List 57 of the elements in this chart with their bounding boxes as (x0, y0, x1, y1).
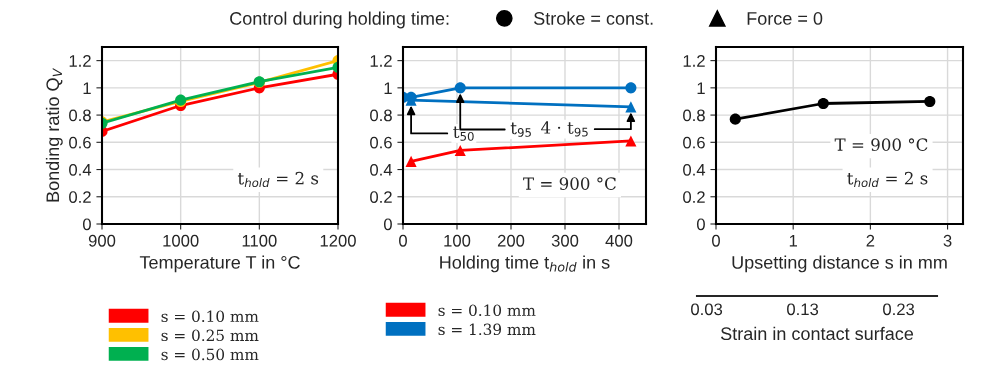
x-tick-label: 100 (444, 234, 471, 247)
legend-label: s = 0.10 mm (161, 310, 259, 323)
legend-label: s = 1.39 mm (438, 323, 536, 336)
y-tick-label: 0.6 (683, 136, 705, 149)
x-tick-label: 900 (88, 234, 116, 247)
y-tick-label: 0 (696, 218, 705, 231)
x-tick-label: 400 (605, 234, 633, 247)
x-axis-title: Holding time t$_{hold}$ in s (440, 255, 610, 273)
annotation: T = 900 °C (834, 138, 928, 151)
y-tick-label: 1.2 (683, 55, 705, 67)
text: Control during holding time: (230, 11, 449, 29)
x-tick-label: 200 (497, 234, 525, 247)
annotation: t$_{hold}$ = 2 s (847, 171, 928, 188)
x-tick-label: 1200 (320, 234, 356, 247)
y-tick-label: 1 (384, 82, 392, 94)
y-axis-title: Bonding ratio Q$_{V}$ (45, 67, 63, 202)
y-tick-label: 1 (697, 82, 705, 94)
legend-label: s = 0.10 mm (438, 304, 536, 317)
legend-label: s = 0.50 mm (161, 348, 259, 361)
annotation: t$_{95}$ (510, 122, 531, 137)
x-tick-label: 300 (551, 234, 579, 247)
y-tick-label: 0.6 (370, 136, 392, 149)
x2-tick-label: 0.23 (883, 303, 915, 316)
y-tick-label: 1 (83, 82, 91, 94)
x2-axis-title: Strain in contact surface (720, 326, 914, 341)
y-tick-label: 0.8 (69, 109, 91, 122)
y-tick-label: 0.4 (370, 163, 393, 176)
x-tick-label: 1100 (242, 234, 277, 247)
annotation: t$_{hold}$ = 2 s (237, 171, 319, 188)
x-tick-label: 1000 (163, 234, 199, 247)
y-tick-label: 0.2 (370, 191, 392, 203)
x-tick-label: 0 (712, 234, 720, 247)
annotation: T = 900 °C (523, 177, 616, 190)
y-tick-label: 0 (383, 218, 392, 231)
legend-label: s = 0.25 mm (161, 329, 259, 342)
annotation: t$_{50}$ (453, 126, 474, 141)
y-tick-label: 0.8 (370, 109, 392, 122)
y-tick-label: 0.4 (69, 163, 92, 176)
legend-label: Force = 0 (747, 12, 823, 25)
x-tick-label: 2 (866, 234, 875, 247)
y-tick-label: 1.2 (69, 55, 91, 67)
x2-tick-label: 0.03 (691, 303, 723, 316)
x2-tick-label: 0.13 (787, 303, 819, 316)
x-axis-title: Temperature T in °C (139, 255, 300, 273)
x-tick-label: 3 (943, 234, 952, 247)
legend-label: Stroke = const. (534, 11, 653, 25)
y-tick-label: 0 (82, 218, 91, 231)
y-tick-label: 0.2 (69, 191, 91, 203)
y-tick-label: 0.2 (683, 191, 705, 203)
y-tick-label: 1.2 (370, 55, 392, 67)
y-tick-label: 0.6 (69, 136, 91, 149)
x-tick-label: 0 (399, 234, 407, 247)
annotation: 4 · t$_{95}$ (541, 121, 588, 137)
x-axis-title: Upsetting distance s in mm (732, 255, 947, 273)
y-tick-label: 0.8 (683, 109, 705, 122)
y-tick-label: 0.4 (683, 163, 706, 176)
x-tick-label: 1 (789, 235, 798, 247)
